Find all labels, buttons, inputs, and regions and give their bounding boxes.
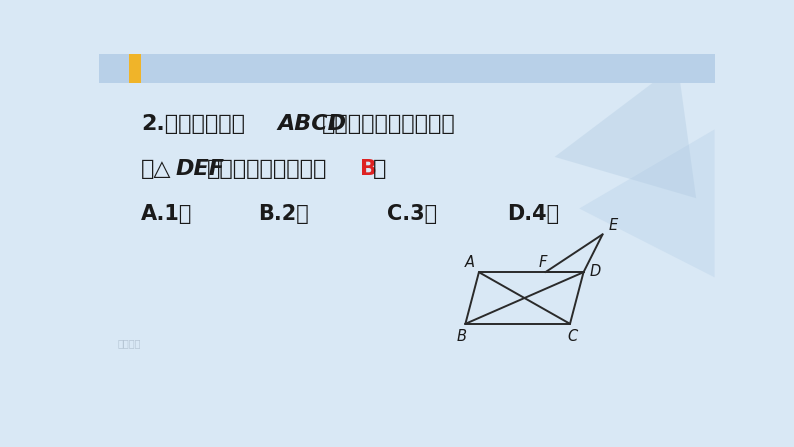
Text: F: F — [539, 255, 547, 270]
Text: B: B — [360, 159, 376, 179]
Text: DEF: DEF — [175, 159, 225, 179]
Text: D: D — [589, 264, 601, 279]
Text: B: B — [457, 329, 467, 344]
Text: A.1个: A.1个 — [141, 204, 192, 224]
FancyBboxPatch shape — [129, 54, 141, 83]
Text: 是平行四边形，则图中: 是平行四边形，则图中 — [322, 114, 456, 134]
Text: C: C — [567, 329, 577, 344]
Text: 为想奋斗: 为想奋斗 — [118, 338, 141, 348]
Text: ABCD: ABCD — [278, 114, 347, 134]
Text: 与△: 与△ — [141, 159, 172, 179]
Text: D.4个: D.4个 — [507, 204, 559, 224]
Text: ）: ） — [373, 159, 387, 179]
Polygon shape — [554, 64, 696, 198]
Text: C.3个: C.3个 — [387, 204, 437, 224]
Text: 2.如图，四边形: 2.如图，四边形 — [141, 114, 245, 134]
Text: B.2个: B.2个 — [258, 204, 309, 224]
Polygon shape — [579, 129, 715, 277]
Text: E: E — [608, 218, 618, 233]
Text: 相似的三角形共有（: 相似的三角形共有（ — [207, 159, 327, 179]
FancyBboxPatch shape — [99, 54, 715, 83]
Text: A: A — [465, 255, 476, 270]
